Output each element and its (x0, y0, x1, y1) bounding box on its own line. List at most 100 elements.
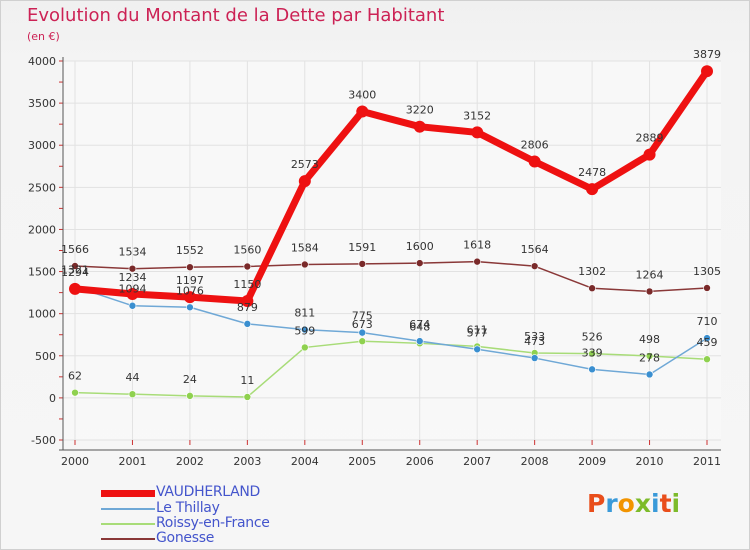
data-label: 1302 (578, 265, 606, 278)
legend-label: Gonesse (156, 530, 215, 546)
data-label: 62 (68, 370, 82, 383)
x-tick-label: 2001 (118, 455, 146, 468)
data-point (298, 175, 311, 188)
data-point (301, 343, 309, 352)
y-tick-label: 4000 (28, 55, 56, 68)
logo-letter: r (605, 489, 618, 518)
legend-swatch (101, 538, 155, 540)
data-labels: 1294 1234 1197 1150 2573 3400 3220 3152 2806 2478… (61, 48, 721, 387)
data-label: 1150 (233, 278, 261, 291)
series-lines (69, 65, 713, 401)
y-tick-label: 3500 (28, 97, 56, 110)
data-label: 526 (582, 331, 603, 344)
x-tick-label: 2002 (176, 455, 204, 468)
logo-letter: i (651, 489, 660, 518)
y-tick-label: 1000 (28, 308, 56, 321)
data-label: 11 (240, 374, 254, 387)
x-tick-label: 2005 (348, 455, 376, 468)
data-point (69, 282, 81, 295)
chart-title: Evolution du Montant de la Dette par Hab… (27, 5, 445, 26)
data-point (186, 303, 194, 312)
data-point (643, 148, 656, 161)
x-tick-label: 2004 (291, 455, 319, 468)
data-label: 2573 (291, 158, 319, 171)
legend-swatch (101, 523, 155, 525)
series-line-0 (71, 67, 711, 305)
data-point (645, 370, 654, 379)
data-point (645, 287, 654, 296)
data-point (415, 337, 424, 345)
data-label: 1234 (118, 271, 146, 284)
data-label: 1552 (176, 244, 204, 257)
data-label: 3152 (463, 109, 491, 122)
data-point (186, 392, 194, 400)
data-label: 611 (467, 323, 488, 336)
data-point (530, 354, 539, 362)
data-point (128, 264, 137, 273)
y-tick-label: 2500 (28, 181, 56, 194)
data-point (243, 393, 252, 401)
data-point (183, 291, 196, 304)
data-point (186, 263, 194, 271)
data-point (701, 65, 713, 78)
x-tick-label: 2003 (233, 455, 261, 468)
data-point (530, 262, 539, 270)
series-line-2 (74, 340, 708, 398)
data-label: 1591 (348, 241, 376, 254)
chart-subtitle: (en €) (27, 30, 60, 43)
plot-area (61, 61, 721, 440)
data-label: 879 (237, 301, 258, 314)
data-label: 44 (125, 371, 139, 384)
data-label: 775 (352, 310, 373, 323)
data-label: 1321 (61, 264, 89, 277)
data-point (588, 349, 596, 358)
legend-swatch (101, 508, 155, 510)
data-label: 577 (467, 326, 488, 339)
data-point (588, 365, 596, 374)
data-label: 459 (697, 336, 718, 349)
x-tick-label: 2008 (521, 455, 549, 468)
data-point (356, 105, 369, 118)
data-point (301, 325, 309, 334)
data-label: 498 (639, 333, 660, 346)
data-label: 1600 (406, 240, 434, 253)
legend-label: Roissy-en-France (156, 515, 270, 531)
data-point (645, 352, 654, 360)
grid-lines (61, 60, 721, 441)
logo-letter: x (634, 489, 651, 518)
y-tick-label: 500 (35, 350, 56, 363)
data-label: 1076 (176, 284, 204, 297)
data-point (301, 260, 309, 269)
series-line-3 (74, 260, 708, 293)
x-tick-label: 2011 (693, 455, 721, 468)
x-tick-label: 2006 (406, 455, 434, 468)
data-point (358, 337, 367, 346)
data-label: 1560 (233, 244, 261, 257)
data-label: 339 (582, 346, 603, 359)
data-label: 533 (524, 330, 545, 343)
data-point (358, 328, 367, 337)
data-point (413, 120, 426, 133)
data-label: 673 (352, 318, 373, 331)
series-line-1 (74, 285, 708, 376)
data-point (586, 183, 599, 196)
y-tick-label: 2000 (28, 223, 56, 236)
data-label: 2478 (578, 166, 606, 179)
y-tick-label: 3000 (28, 139, 56, 152)
legend-label: VAUDHERLAND (156, 484, 261, 500)
y-tick-label: 0 (49, 392, 56, 405)
data-point (243, 262, 252, 271)
data-label: 1294 (61, 266, 89, 279)
logo-letter: o (617, 489, 635, 518)
data-label: 3879 (693, 48, 721, 61)
logo-letter: P (587, 489, 606, 518)
data-point (126, 287, 139, 300)
y-tick-label: -500 (31, 434, 56, 447)
data-label: 278 (639, 351, 660, 364)
data-point (703, 284, 711, 292)
axes: -500 0 500 1000 1500 2000 2500 3000 3500 4000 2000… (28, 55, 721, 468)
data-label: 24 (183, 373, 197, 386)
x-tick-label: 2000 (61, 455, 89, 468)
data-label: 1197 (176, 274, 204, 287)
